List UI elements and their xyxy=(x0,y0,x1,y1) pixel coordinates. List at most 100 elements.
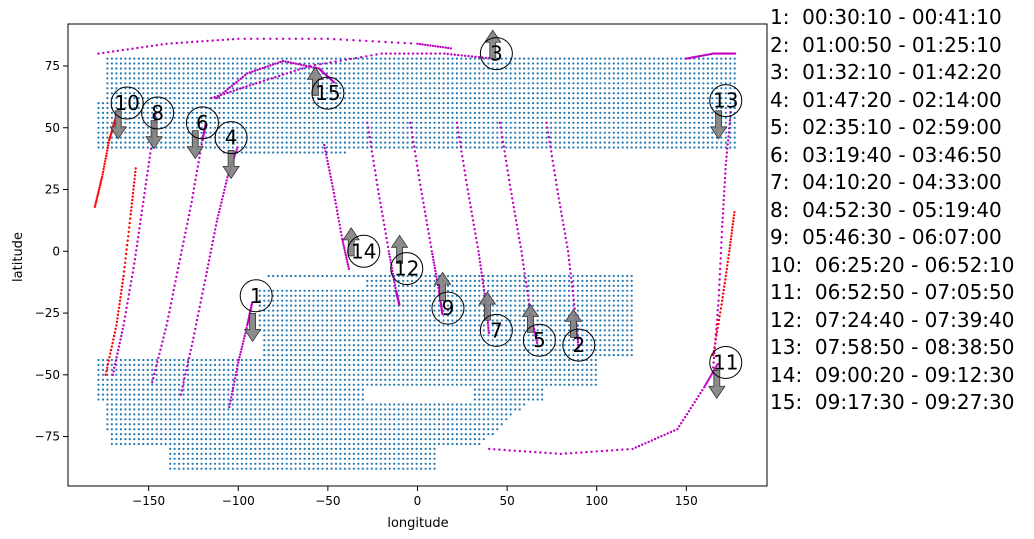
coverage-point xyxy=(644,97,647,100)
coverage-point xyxy=(415,438,418,441)
coverage-point xyxy=(478,344,481,347)
coverage-point xyxy=(612,329,615,332)
coverage-point xyxy=(406,354,409,357)
coverage-point xyxy=(204,116,208,119)
coverage-point xyxy=(308,423,311,426)
coverage-point xyxy=(384,368,387,371)
coverage-point xyxy=(415,467,418,470)
coverage-point xyxy=(464,428,467,431)
coverage-point xyxy=(621,284,624,287)
coverage-point xyxy=(352,363,355,366)
coverage-point xyxy=(124,121,127,124)
coverage-point xyxy=(281,467,284,470)
coverage-point xyxy=(115,92,118,95)
coverage-point xyxy=(635,97,638,100)
coverage-point xyxy=(348,467,351,470)
coverage-point xyxy=(312,403,315,406)
coverage-point xyxy=(272,102,275,105)
coverage-point xyxy=(142,398,145,401)
coverage-point xyxy=(420,289,423,292)
coverage-point xyxy=(258,462,261,465)
coverage-point xyxy=(218,433,221,436)
coverage-point xyxy=(379,442,382,446)
coverage-point xyxy=(437,136,441,139)
coverage-point xyxy=(594,279,597,282)
coverage-point xyxy=(478,393,481,396)
coverage-point xyxy=(473,279,476,282)
coverage-point xyxy=(509,378,512,381)
coverage-point xyxy=(433,403,436,406)
coverage-point xyxy=(446,299,450,302)
coverage-point xyxy=(384,413,387,416)
coverage-point xyxy=(433,279,436,282)
coverage-point xyxy=(648,146,651,149)
coverage-point xyxy=(312,146,315,149)
coverage-point xyxy=(509,398,512,401)
coverage-point xyxy=(299,329,302,332)
coverage-point xyxy=(343,141,346,144)
coverage-point xyxy=(393,106,396,110)
coverage-point xyxy=(178,378,181,381)
coverage-point xyxy=(572,146,575,149)
coverage-point xyxy=(527,111,530,114)
coverage-point xyxy=(523,378,526,381)
coverage-point xyxy=(428,423,432,426)
coverage-point xyxy=(258,324,261,327)
coverage-point xyxy=(361,274,364,278)
coverage-point xyxy=(173,452,176,455)
coverage-point xyxy=(352,378,355,381)
coverage-point xyxy=(446,97,450,100)
coverage-point xyxy=(276,438,279,441)
coverage-point xyxy=(397,141,400,144)
coverage-point xyxy=(523,354,526,357)
coverage-point xyxy=(294,289,297,292)
coverage-point xyxy=(330,294,333,297)
coverage-point xyxy=(245,146,248,149)
coverage-point xyxy=(258,398,261,401)
coverage-point xyxy=(402,131,405,134)
coverage-point xyxy=(406,299,409,302)
coverage-point xyxy=(339,131,342,134)
coverage-point xyxy=(164,92,167,95)
coverage-point xyxy=(325,126,329,129)
coverage-point xyxy=(536,141,539,144)
coverage-point xyxy=(626,141,629,144)
coverage-point xyxy=(549,314,553,317)
coverage-point xyxy=(384,319,387,322)
coverage-point xyxy=(406,442,409,446)
coverage-point xyxy=(446,136,450,139)
coverage-point xyxy=(352,383,355,386)
coverage-point xyxy=(124,102,127,105)
coverage-point xyxy=(321,383,324,386)
coverage-point xyxy=(532,126,535,129)
coverage-point xyxy=(415,97,418,100)
coverage-point xyxy=(299,349,302,352)
coverage-point xyxy=(644,131,647,134)
coverage-point xyxy=(308,324,311,327)
coverage-point xyxy=(393,121,396,124)
coverage-point xyxy=(590,319,593,322)
coverage-point xyxy=(428,304,432,307)
coverage-point xyxy=(370,329,373,332)
coverage-point xyxy=(541,304,544,307)
coverage-point xyxy=(169,408,172,411)
coverage-point xyxy=(151,393,154,396)
coverage-point xyxy=(276,289,279,292)
coverage-point xyxy=(361,121,364,124)
coverage-point xyxy=(276,319,279,322)
coverage-point xyxy=(222,97,225,100)
coverage-point xyxy=(281,136,284,139)
coverage-point xyxy=(469,438,472,441)
coverage-point xyxy=(169,97,172,100)
coverage-point xyxy=(357,413,360,416)
coverage-point xyxy=(608,136,611,139)
coverage-point xyxy=(366,304,369,307)
coverage-point xyxy=(545,334,548,337)
coverage-point xyxy=(352,329,355,332)
coverage-point xyxy=(245,106,248,110)
coverage-point xyxy=(204,428,208,431)
coverage-point xyxy=(272,106,275,110)
coverage-point xyxy=(469,102,472,105)
coverage-point xyxy=(446,403,450,406)
coverage-point xyxy=(299,299,302,302)
